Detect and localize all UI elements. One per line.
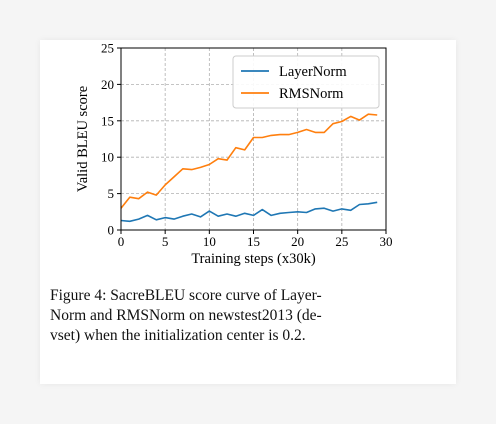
y-tick-label: 10	[101, 150, 114, 165]
bleu-line-chart: 0 5 10 15 20 25 30 0 5 10 15 20 25 Training steps (x3…	[75, 41, 393, 268]
caption-line-1: Figure 4: SacreBLEU score curve of Layer…	[50, 287, 322, 304]
x-tick-label: 0	[118, 234, 125, 249]
x-tick-label: 20	[291, 234, 304, 249]
x-tick-label: 25	[335, 234, 348, 249]
x-axis-label: Training steps (x30k)	[191, 251, 315, 267]
y-tick-label: 0	[108, 223, 115, 238]
x-tick-label: 30	[380, 234, 393, 249]
figure-card: 0 5 10 15 20 25 30 0 5 10 15 20 25 Training steps (x3…	[40, 40, 456, 384]
y-axis-label: Valid BLEU score	[75, 86, 91, 192]
legend-label-rmsnorm: RMSNorm	[279, 86, 344, 102]
x-tick-label: 5	[162, 234, 169, 249]
x-tick-label: 10	[203, 234, 216, 249]
series-line-layernorm	[120, 201, 378, 223]
y-tick-label: 20	[101, 77, 114, 92]
legend-label-layernorm: LayerNorm	[279, 64, 347, 80]
y-tick-label: 5	[108, 186, 115, 201]
x-tick-label: 15	[247, 234, 260, 249]
figure-caption: Figure 4: SacreBLEU score curve of Layer…	[50, 286, 446, 346]
legend-box	[232, 55, 380, 109]
y-tick-label: 15	[101, 113, 114, 128]
series-line-rmsnorm	[120, 113, 378, 209]
y-tick-label: 25	[101, 41, 114, 56]
caption-line-2: Norm and RMSNorm on newstest2013 (de-	[50, 307, 322, 324]
caption-line-3: vset) when the initialization center is …	[50, 327, 306, 344]
